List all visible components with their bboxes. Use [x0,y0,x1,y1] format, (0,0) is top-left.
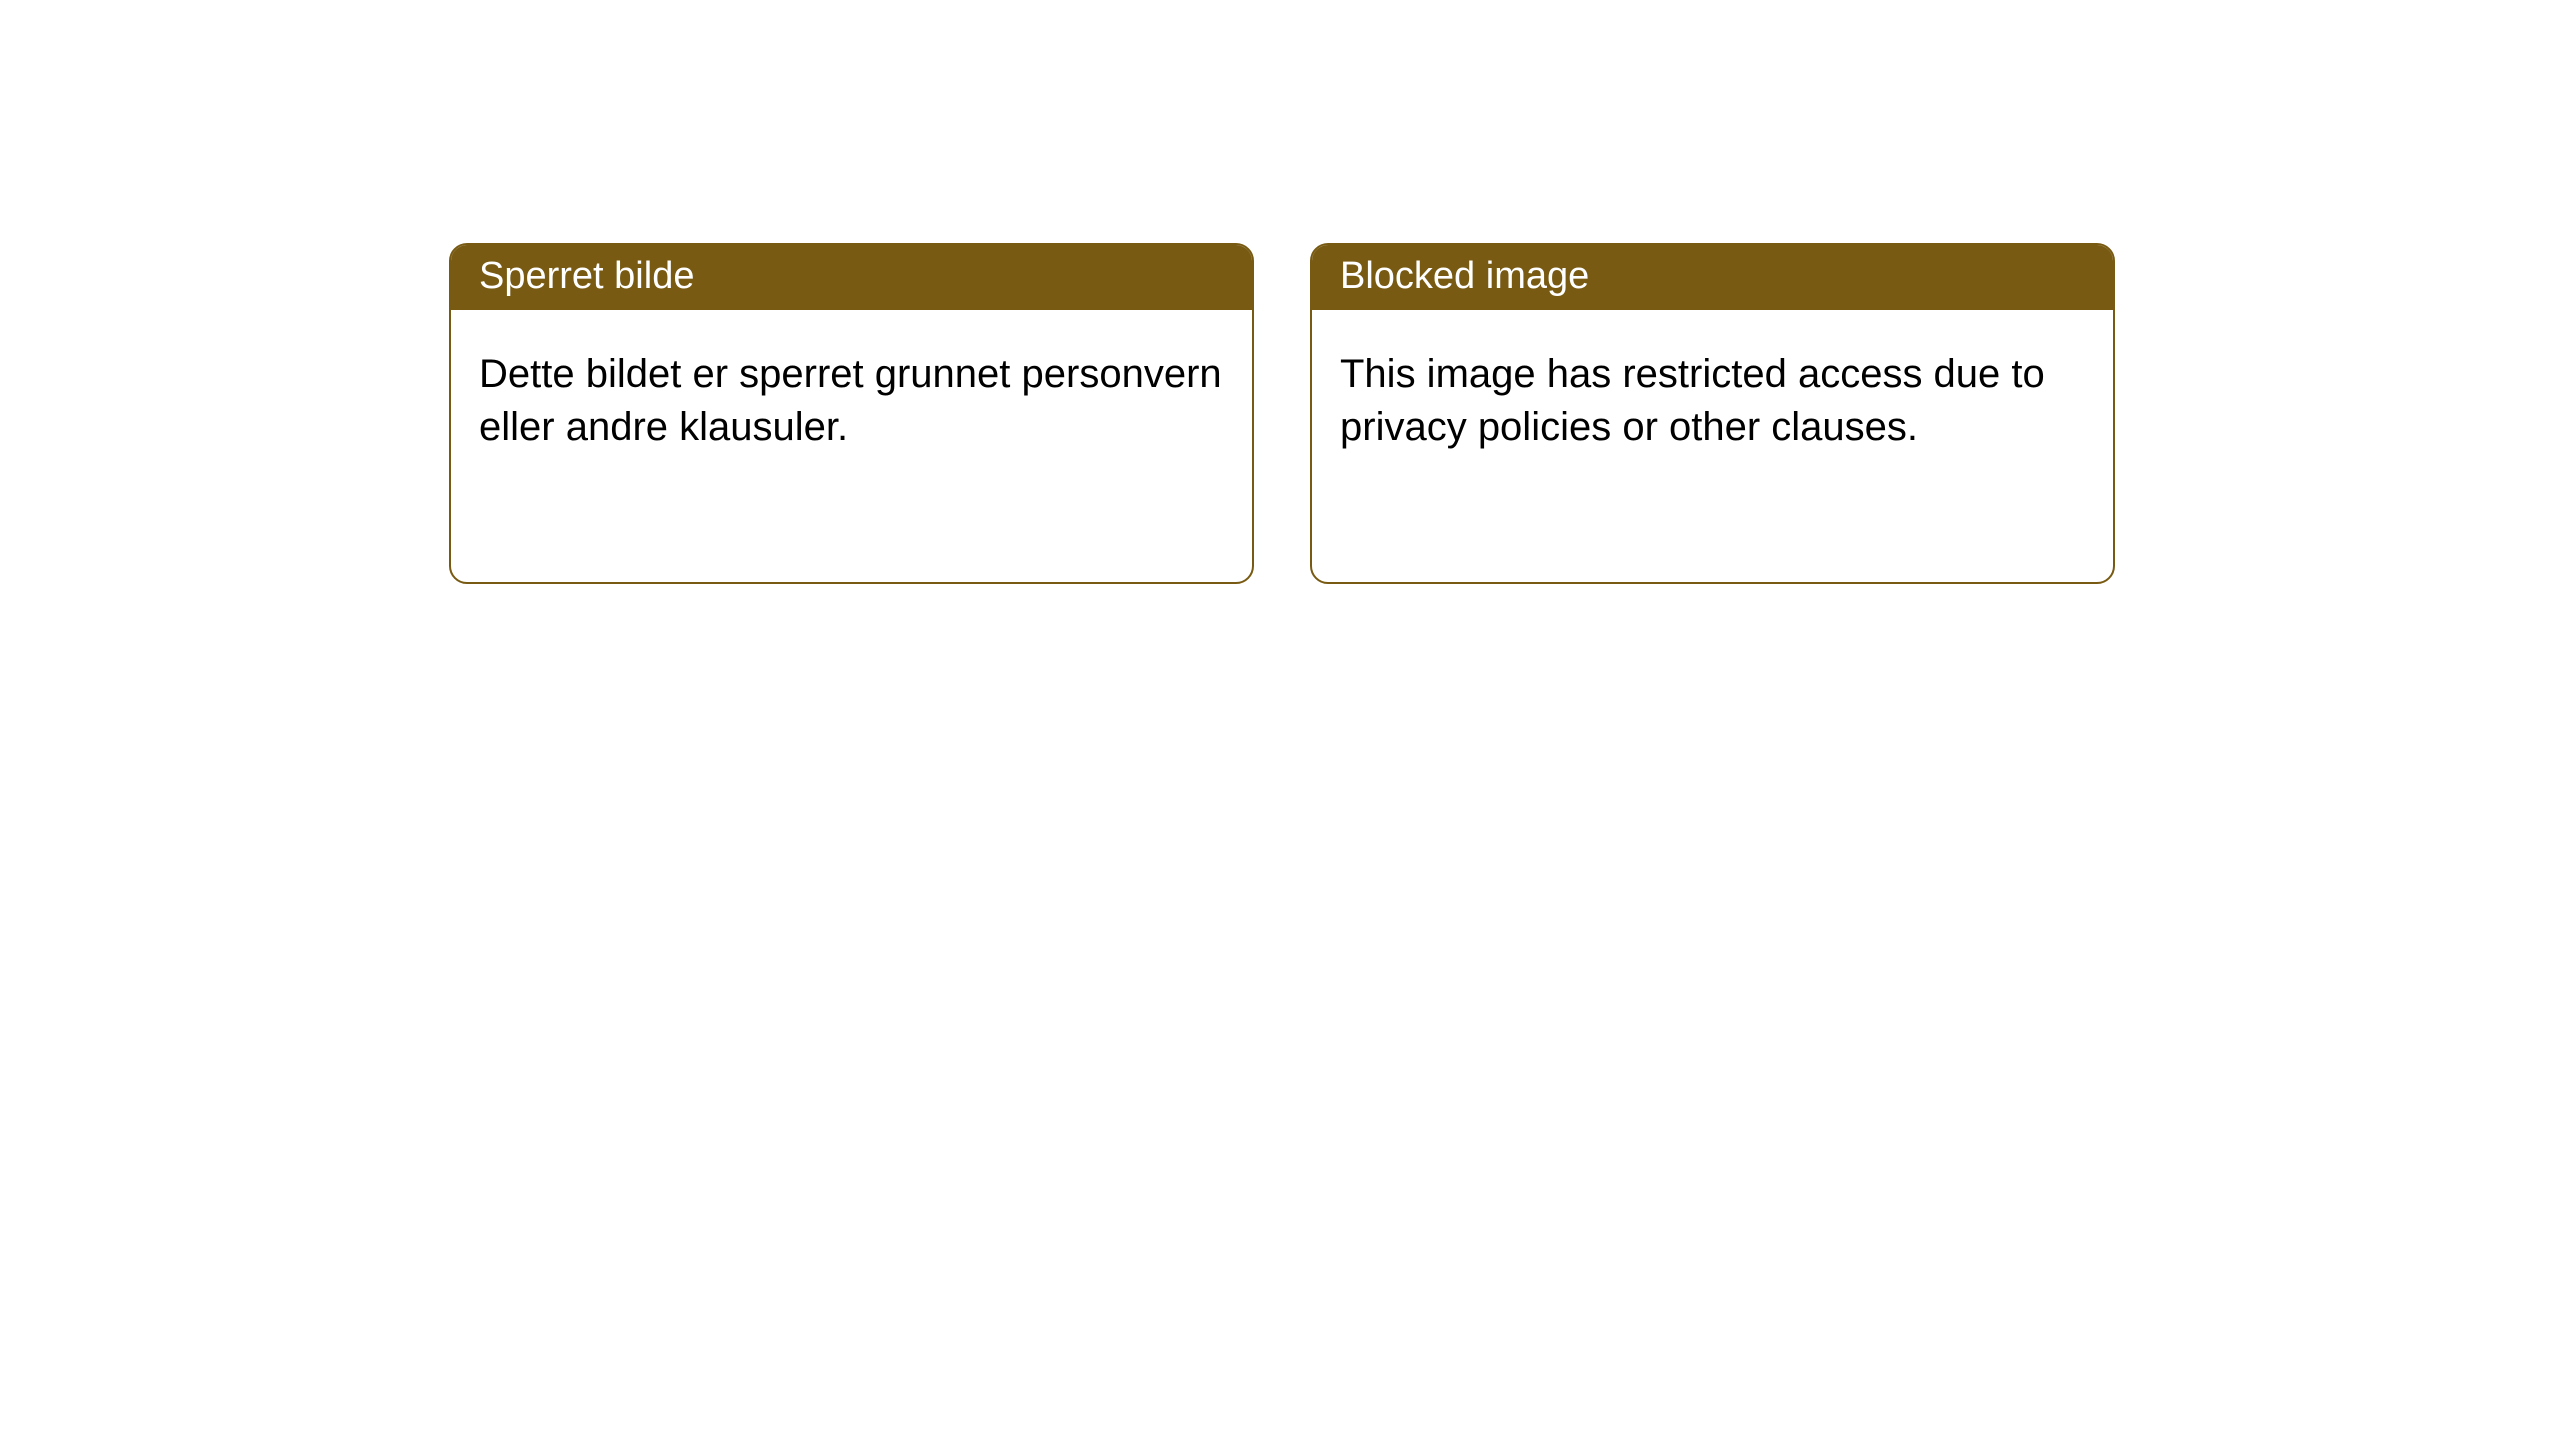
card-body-text: This image has restricted access due to … [1340,352,2045,449]
card-header: Sperret bilde [451,245,1252,310]
notice-card-english: Blocked image This image has restricted … [1310,243,2115,584]
card-body: Dette bildet er sperret grunnet personve… [451,310,1252,582]
card-body-text: Dette bildet er sperret grunnet personve… [479,352,1222,449]
card-title: Blocked image [1340,255,1589,297]
notice-container: Sperret bilde Dette bildet er sperret gr… [0,0,2560,584]
notice-card-norwegian: Sperret bilde Dette bildet er sperret gr… [449,243,1254,584]
card-body: This image has restricted access due to … [1312,310,2113,582]
card-title: Sperret bilde [479,255,694,297]
card-header: Blocked image [1312,245,2113,310]
